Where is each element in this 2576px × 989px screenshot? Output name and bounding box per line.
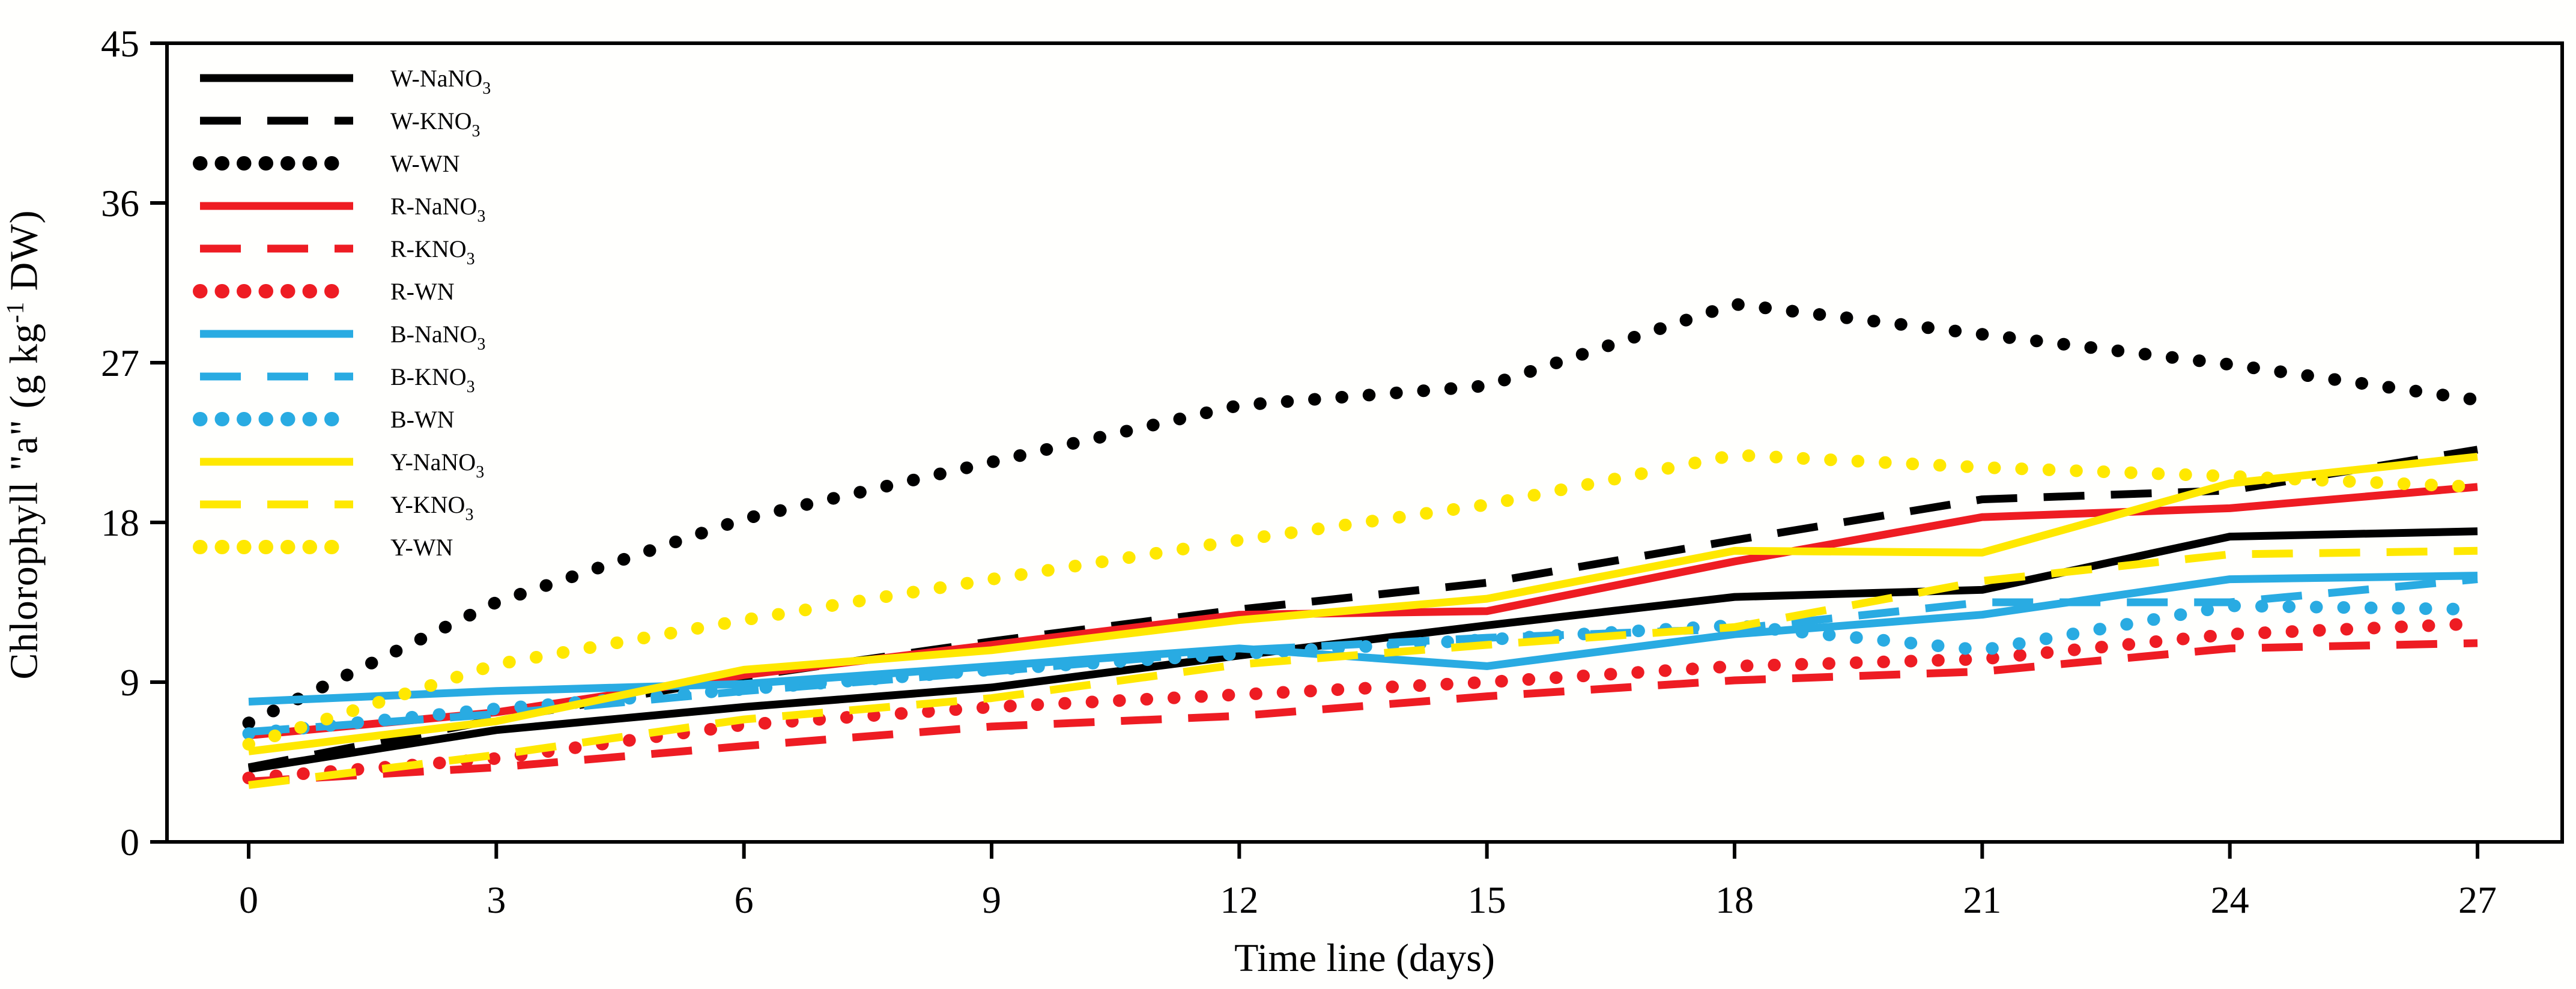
y-axis-title: Chlorophyll "a" (g kg-1 DW) [1, 210, 46, 680]
legend-label: W-NaNO3 [390, 65, 491, 98]
x-tick-label: 9 [982, 879, 1001, 921]
x-tick-label: 12 [1220, 879, 1258, 921]
legend-label: B-WN [390, 406, 455, 433]
legend-item-R-NaNO3: R-NaNO3 [200, 193, 485, 226]
legend-label: R-KNO3 [390, 235, 475, 268]
legend-item-Y-WN: Y-WN [193, 534, 453, 561]
x-tick-label: 18 [1715, 879, 1754, 921]
series-line-R-KNO3 [248, 639, 2478, 786]
series-line-B-WN [242, 599, 2484, 740]
legend-item-B-NaNO3: B-NaNO3 [200, 321, 485, 354]
series-line-B-NaNO3 [248, 572, 2478, 706]
y-tick-label: 36 [101, 182, 139, 225]
legend-label: B-NaNO3 [390, 321, 485, 354]
y-tick-label: 18 [101, 501, 139, 544]
legend-item-B-WN: B-WN [193, 406, 455, 433]
y-tick-label: 27 [101, 342, 139, 384]
series-line-W-WN [242, 297, 2484, 730]
series-line-W-NaNO3 [247, 527, 2478, 773]
y-tick-label: 0 [120, 821, 139, 863]
legend-label: W-KNO3 [390, 107, 480, 141]
x-tick-label: 0 [239, 879, 258, 921]
legend-item-W-KNO3: W-KNO3 [200, 107, 480, 141]
legend-item-Y-KNO3: Y-KNO3 [200, 491, 473, 524]
legend-item-R-KNO3: R-KNO3 [200, 235, 475, 268]
legend-item-Y-NaNO3: Y-NaNO3 [200, 449, 484, 482]
x-tick-label: 15 [1468, 879, 1506, 921]
legend-label: Y-NaNO3 [390, 449, 484, 482]
series-line-R-WN [242, 617, 2484, 785]
x-tick-label: 24 [2211, 879, 2249, 921]
series-line-Y-NaNO3 [248, 453, 2478, 755]
plot-frame [165, 41, 2564, 844]
legend-label: B-KNO3 [390, 363, 475, 396]
legend-label: R-WN [390, 278, 455, 305]
x-tick-label: 3 [486, 879, 506, 921]
legend-item-R-WN: R-WN [193, 278, 455, 305]
series-line-B-KNO3 [248, 575, 2478, 736]
x-tick-label: 6 [735, 879, 754, 921]
x-tick-label: 27 [2458, 879, 2497, 921]
y-tick-label: 45 [101, 22, 139, 65]
legend-label: R-NaNO3 [390, 193, 485, 226]
legend-item-W-NaNO3: W-NaNO3 [200, 65, 491, 98]
series-line-Y-KNO3 [248, 546, 2478, 789]
series-line-Y-WN [242, 449, 2484, 751]
legend-item-W-WN: W-WN [193, 150, 460, 177]
legend-item-B-KNO3: B-KNO3 [200, 363, 475, 396]
legend-label: Y-WN [390, 534, 453, 561]
y-tick-label: 9 [120, 661, 139, 704]
legend-label: W-WN [390, 150, 460, 177]
legend-label: Y-KNO3 [390, 491, 473, 524]
x-tick-label: 21 [1963, 879, 2001, 921]
x-axis-title: Time line (days) [1234, 936, 1495, 980]
